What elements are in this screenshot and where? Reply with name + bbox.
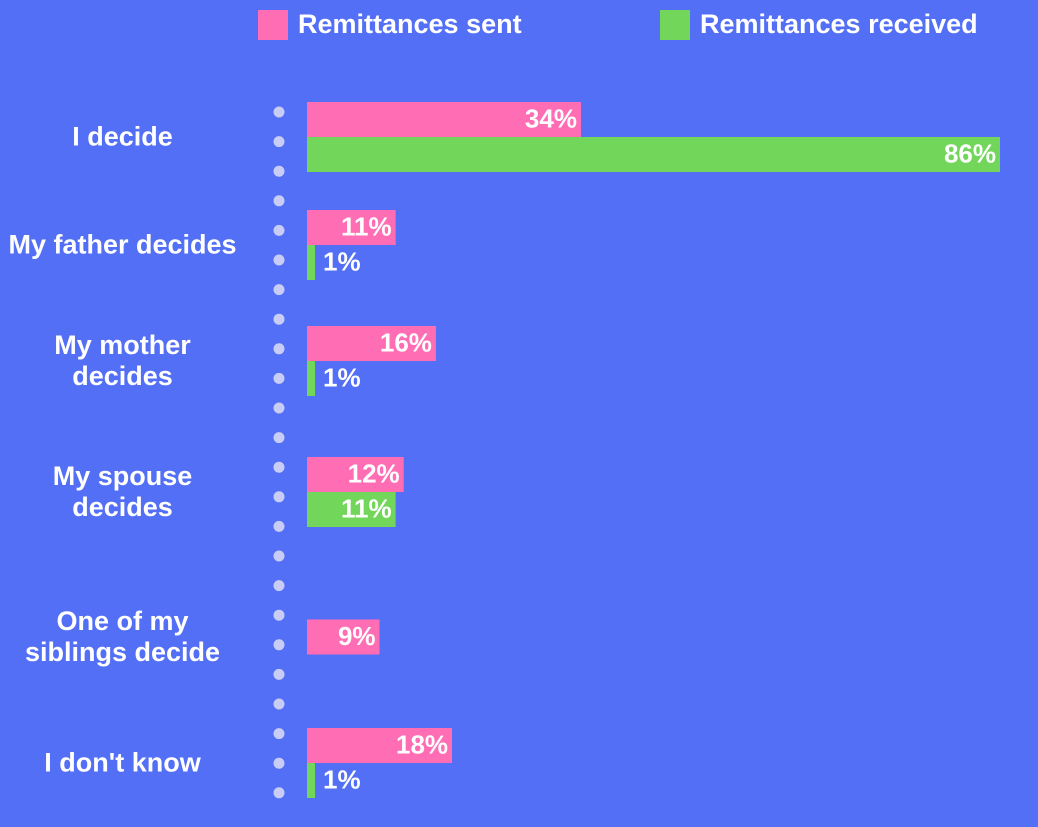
category-label: My spouse decides bbox=[52, 461, 193, 522]
bar bbox=[307, 210, 396, 245]
legend-label: Remittances sent bbox=[298, 9, 522, 39]
axis-dot bbox=[273, 254, 285, 266]
axis-dot bbox=[273, 284, 285, 296]
category-label: My mother decides bbox=[54, 330, 191, 391]
value-label: 86% bbox=[944, 138, 996, 168]
axis-dot bbox=[273, 461, 285, 473]
bar bbox=[307, 361, 316, 396]
bar bbox=[307, 137, 1000, 172]
axis-dot bbox=[273, 520, 285, 532]
axis-dot bbox=[273, 609, 285, 621]
bar bbox=[307, 619, 380, 655]
value-label: 18% bbox=[396, 729, 448, 759]
value-label: 11% bbox=[341, 211, 392, 241]
value-label: 9% bbox=[338, 621, 376, 651]
value-label: 16% bbox=[380, 327, 432, 357]
category-label: I decide bbox=[72, 121, 173, 152]
axis-dot bbox=[273, 432, 285, 444]
axis-dot bbox=[273, 698, 285, 710]
value-label: 11% bbox=[341, 493, 392, 523]
bar bbox=[307, 326, 436, 361]
bar bbox=[307, 763, 316, 798]
axis-dot bbox=[273, 668, 285, 680]
axis-dot bbox=[273, 165, 285, 177]
axis-dot bbox=[273, 224, 285, 236]
axis-dot bbox=[273, 550, 285, 562]
axis-dot bbox=[273, 136, 285, 148]
value-label: 34% bbox=[525, 103, 577, 133]
axis-dot bbox=[273, 313, 285, 325]
axis-dot bbox=[273, 787, 285, 799]
category-label: My father decides bbox=[8, 229, 237, 260]
value-label: 12% bbox=[348, 458, 400, 488]
axis-dot bbox=[273, 343, 285, 355]
bar bbox=[307, 457, 404, 492]
axis-dot bbox=[273, 195, 285, 207]
bar bbox=[307, 492, 396, 527]
axis-dot bbox=[273, 639, 285, 651]
value-label: 1% bbox=[323, 362, 361, 392]
category-label: One of my siblings decide bbox=[24, 606, 221, 667]
axis-dot bbox=[273, 402, 285, 414]
bar bbox=[307, 245, 316, 280]
axis-dot bbox=[273, 491, 285, 503]
axis-dot bbox=[273, 757, 285, 769]
category-label: I don't know bbox=[44, 747, 201, 778]
axis-dot bbox=[273, 372, 285, 384]
axis-dot bbox=[273, 106, 285, 118]
bar bbox=[307, 728, 453, 763]
axis-dot bbox=[273, 728, 285, 740]
legend-label: Remittances received bbox=[700, 9, 978, 39]
legend-swatch bbox=[258, 10, 288, 40]
legend-swatch bbox=[660, 10, 690, 40]
axis-dot bbox=[273, 580, 285, 592]
bar bbox=[307, 102, 581, 137]
value-label: 1% bbox=[323, 246, 361, 276]
value-label: 1% bbox=[323, 764, 361, 794]
